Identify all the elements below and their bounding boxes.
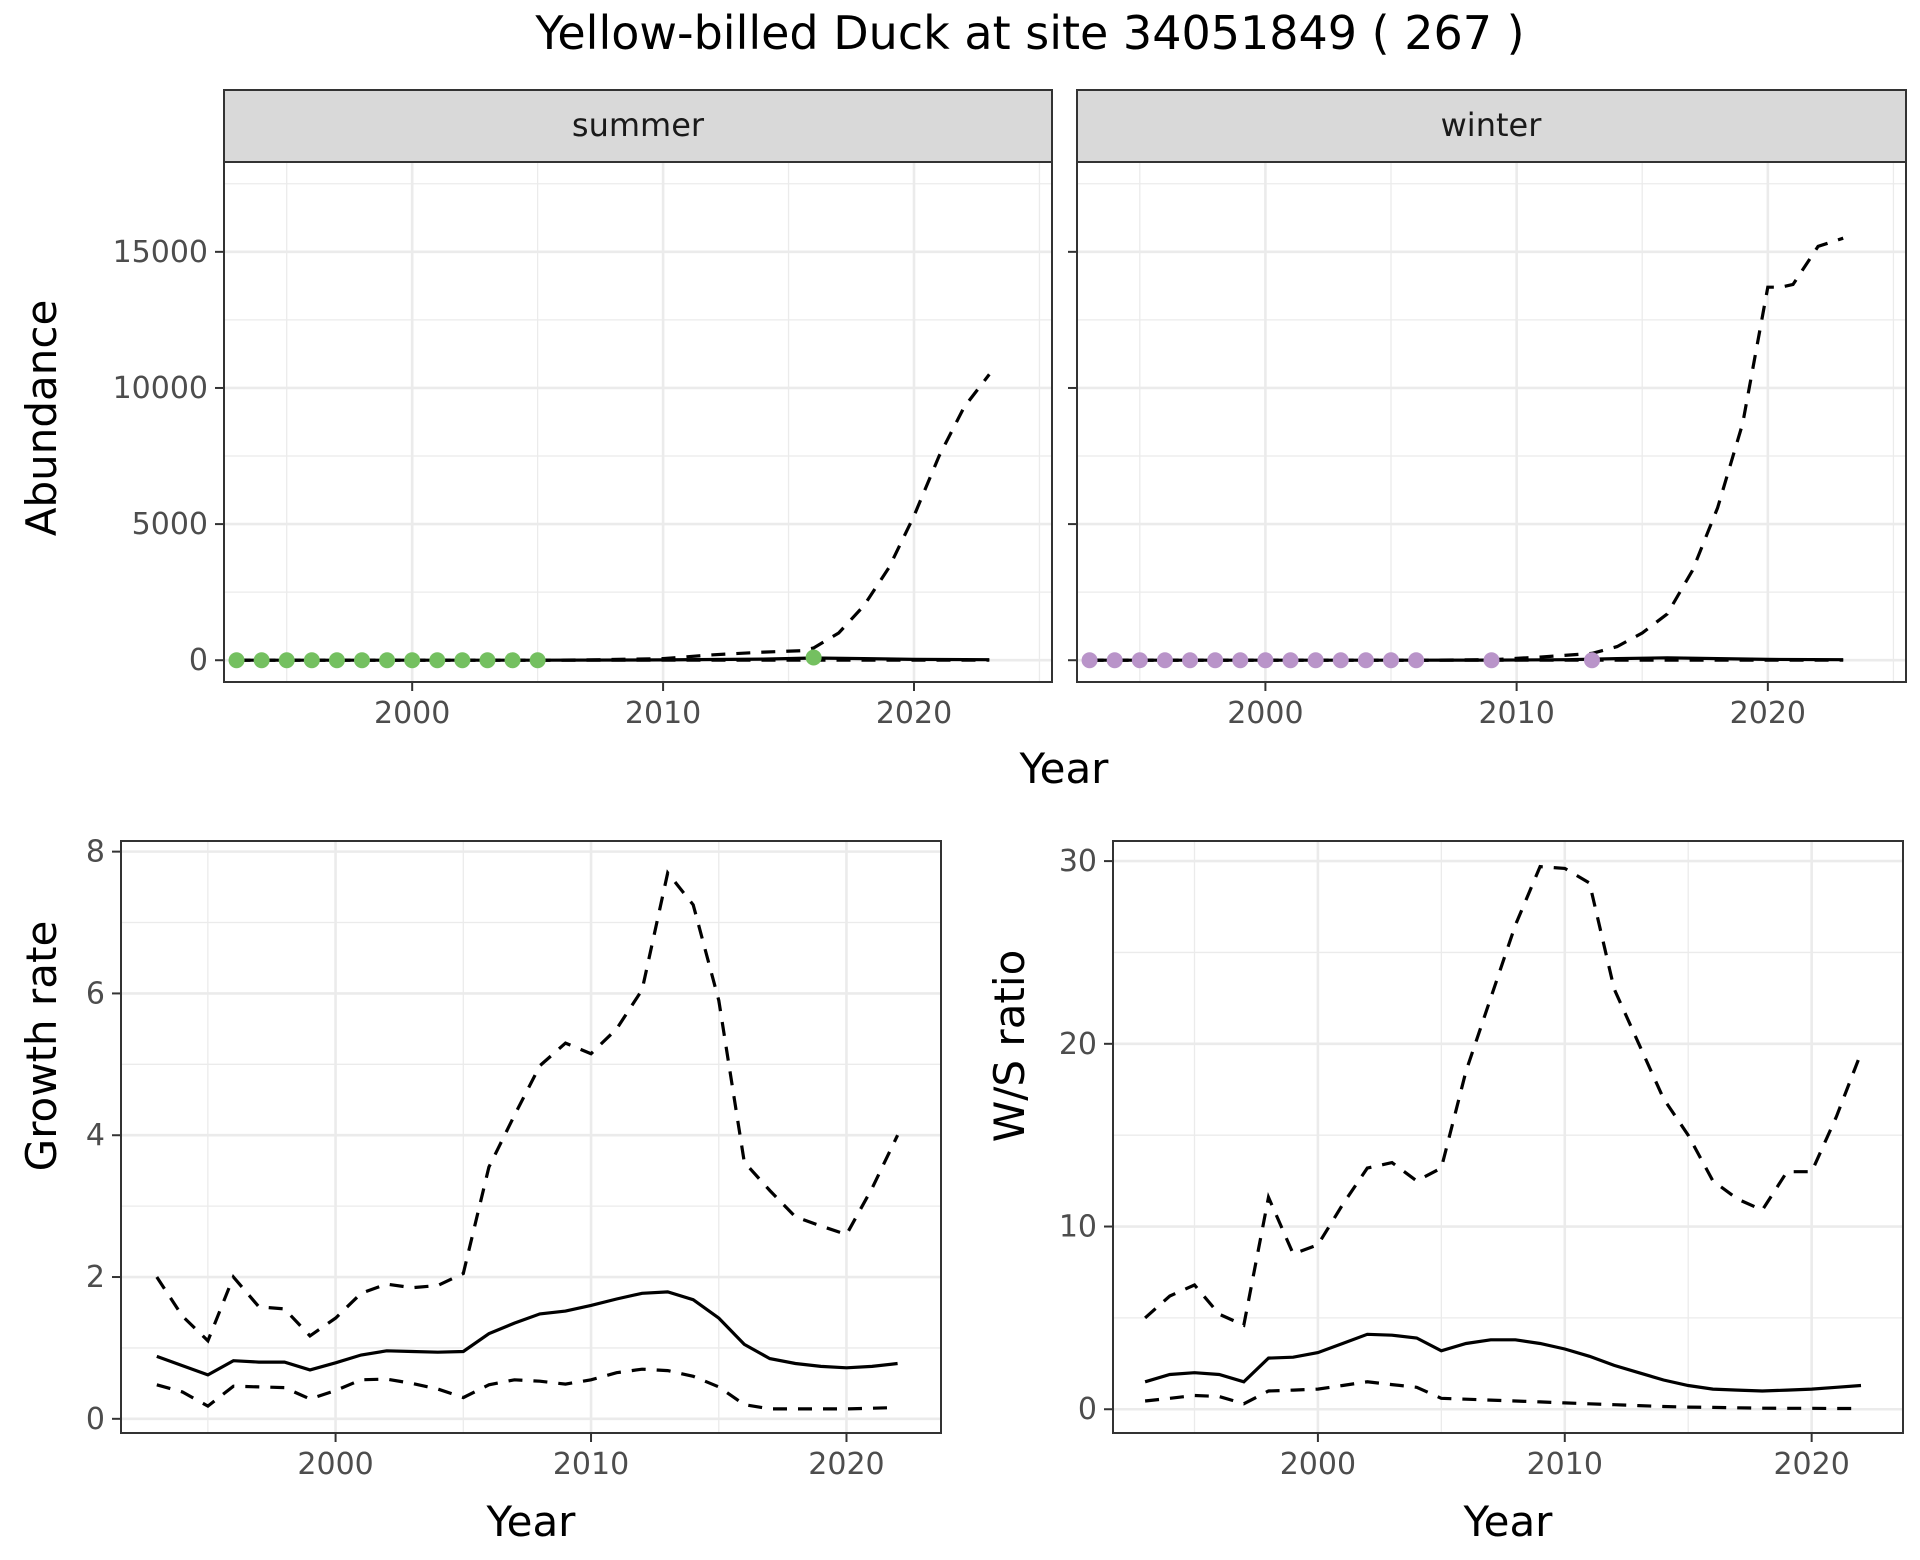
summer-x-tick-label: 2010 [625,696,701,731]
winter-observation-point [1156,652,1173,669]
growth-x-axis-title: Year [486,1497,577,1546]
growth-y-tick-label: 8 [86,835,105,870]
ws-x-axis-title: Year [1463,1497,1554,1546]
summer-x-tick-label: 2020 [876,696,952,731]
summer-panel-border [223,161,1053,683]
abundance-summer-panel: summer 2000 2010 2020 0 5000 10000 15000 [113,89,1053,731]
summer-observation-point [479,652,496,669]
winter-strip [1076,89,1907,163]
winter-observation-point [1383,652,1400,669]
abundance-y-axis-title: Abundance [17,300,66,537]
ws-x-tick-label: 2000 [1280,1447,1356,1482]
summer-observation-point [429,652,446,669]
summer-observation-point [404,652,421,669]
winter-observation-point [1131,652,1148,669]
winter-plot-background [1077,162,1906,682]
abundance-winter-panel: winter 2000 2010 2020 [1068,89,1907,731]
ws-panel-border [1112,840,1904,1434]
figure-title: Yellow-billed Duck at site 34051849 ( 26… [534,6,1524,60]
winter-observation-point [1232,652,1249,669]
winter-observation-point [1307,652,1324,669]
ws-x-tick-label: 2010 [1527,1447,1603,1482]
winter-x-tick-label: 2010 [1478,696,1554,731]
growth-panel-border [120,840,942,1434]
ws-confidence-line [1144,1380,1861,1411]
winter-x-tick-label: 2020 [1730,696,1806,731]
growth-y-tick-label: 0 [86,1402,105,1437]
summer-y-tick-label: 10000 [113,371,208,406]
winter-x-tick-label: 2000 [1227,696,1303,731]
winter-observation-point [1583,652,1600,669]
summer-observation-point [529,652,546,669]
summer-strip-label: summer [572,106,705,144]
summer-observation-point [253,652,270,669]
growth-y-tick-label: 4 [86,1118,105,1153]
winter-strip-label: winter [1441,106,1543,144]
summer-plot-background [224,162,1052,682]
growth-confidence-line [155,869,900,1344]
ws-ratio-panel: 2000 2010 2020 0 10 20 30 [1059,840,1904,1482]
ws-y-tick-label: 30 [1059,844,1097,879]
summer-strip [223,89,1053,163]
growth-x-tick-label: 2020 [808,1447,884,1482]
summer-observation-point [278,652,295,669]
ws-y-tick-label: 20 [1059,1027,1097,1062]
summer-y-tick-label: 15000 [113,235,208,270]
ws-confidence-line [1144,864,1863,1328]
summer-y-tick-label: 0 [189,643,208,678]
ws-x-tick-label: 2020 [1773,1447,1849,1482]
summer-observation-point [303,652,320,669]
winter-observation-point [1483,652,1500,669]
growth-x-tick-label: 2000 [297,1447,373,1482]
summer-observation-point [504,652,521,669]
ws-plot-background [1113,841,1903,1433]
summer-observation-point [354,652,370,669]
ws-y-tick-label: 0 [1078,1392,1097,1427]
growth-plot-background [121,841,941,1433]
ws-estimate-line [1144,1332,1862,1393]
winter-observation-point [1332,652,1349,669]
winter-observation-point [1081,652,1098,669]
winter-observation-point [1182,652,1199,669]
summer-observation-point [454,652,471,669]
growth-estimate-line [156,1290,898,1377]
winter-observation-point [1408,652,1425,669]
growth-y-tick-label: 2 [86,1260,105,1295]
summer-y-tick-label: 5000 [132,507,208,542]
summer-x-tick-label: 2000 [374,696,450,731]
winter-observation-point [1207,652,1224,669]
growth-rate-panel: 2000 2010 2020 0 2 4 6 8 [86,835,942,1482]
winter-observation-point [1106,652,1123,669]
summer-observation-point [805,649,822,666]
abundance-x-axis-title: Year [1019,744,1110,793]
winter-observation-point [1357,652,1374,669]
growth-x-tick-label: 2010 [553,1447,629,1482]
ws-y-tick-label: 10 [1059,1210,1097,1245]
winter-observation-point [1257,652,1274,669]
growth-y-axis-title: Growth rate [17,921,66,1172]
winter-observation-point [1282,652,1299,669]
winter-panel-border [1076,161,1907,683]
summer-observation-point [328,652,345,669]
ws-y-axis-title: W/S ratio [985,950,1034,1143]
summer-observation-point [228,652,245,669]
growth-y-tick-label: 6 [86,976,105,1011]
growth-confidence-line [156,1367,898,1411]
summer-observation-point [379,652,396,669]
